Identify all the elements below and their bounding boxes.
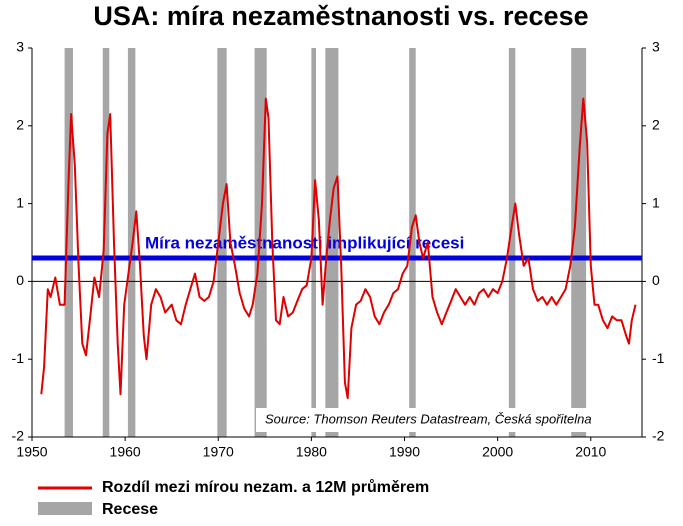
y2-tick-label: 2 [652, 117, 660, 133]
y-tick-label: 0 [16, 272, 24, 288]
recession-band [217, 48, 227, 437]
x-tick-label: 1990 [389, 444, 420, 460]
legend-label: Recese [102, 501, 158, 518]
y2-tick-label: -2 [652, 428, 665, 444]
legend-label: Rozdíl mezi mírou nezam. a 12M průměrem [102, 479, 429, 496]
data-line [40, 97, 637, 400]
chart-title: USA: míra nezaměstnanosti vs. recese [93, 1, 588, 31]
y-tick-label: 1 [16, 194, 24, 210]
recession-band [311, 48, 317, 437]
recession-band [571, 48, 587, 437]
y2-tick-label: -1 [652, 350, 665, 366]
y-tick-label: 2 [16, 117, 24, 133]
recession-band [64, 48, 73, 437]
y-tick-label: 3 [16, 39, 24, 55]
y2-tick-label: 3 [652, 39, 660, 55]
recession-band [102, 48, 110, 437]
y-tick-label: -1 [12, 350, 25, 366]
y-tick-label: -2 [12, 428, 25, 444]
source-box [256, 408, 639, 432]
y2-tick-label: 0 [652, 272, 660, 288]
x-tick-label: 1980 [296, 444, 327, 460]
x-tick-label: 2000 [482, 444, 513, 460]
x-tick-label: 1960 [110, 444, 141, 460]
annotation: Míra nezaměstnanosti implikující recesi [145, 234, 464, 253]
y2-tick-label: 1 [652, 194, 660, 210]
legend-swatch [38, 502, 92, 515]
source: Source: Thomson Reuters Datastream, Česk… [265, 411, 592, 426]
x-tick-label: 2010 [575, 444, 606, 460]
x-tick-label: 1970 [203, 444, 234, 460]
recession-band [409, 48, 416, 437]
x-tick-label: 1950 [16, 444, 47, 460]
recession-band [325, 48, 339, 437]
recession-band [508, 48, 516, 437]
